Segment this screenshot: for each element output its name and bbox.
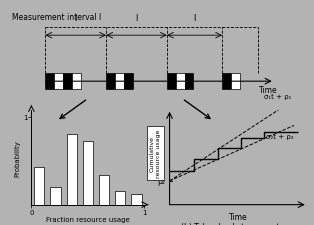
Text: Time: Time: [229, 212, 248, 221]
Bar: [115, 74, 124, 90]
Bar: [115, 191, 125, 205]
Bar: [54, 74, 63, 90]
Bar: [222, 74, 231, 90]
Bar: [176, 74, 185, 90]
Text: σ₂t + ρ₂: σ₂t + ρ₂: [266, 134, 294, 140]
Text: Measurement interval l: Measurement interval l: [12, 13, 101, 22]
Bar: [124, 74, 133, 90]
Text: Cumulative
resource usage: Cumulative resource usage: [150, 129, 161, 177]
Bar: [45, 74, 54, 90]
Bar: [167, 74, 176, 90]
Bar: [51, 187, 61, 205]
Bar: [83, 141, 93, 205]
Text: σ₁t + ρ₁: σ₁t + ρ₁: [264, 93, 291, 99]
Bar: [99, 175, 109, 205]
Y-axis label: Probability: Probability: [14, 139, 20, 176]
Text: l: l: [193, 14, 196, 23]
Text: l: l: [135, 14, 138, 23]
Text: ρ₂: ρ₂: [157, 177, 165, 186]
Bar: [132, 194, 142, 205]
Bar: [72, 74, 81, 90]
Text: ρ₁: ρ₁: [158, 167, 165, 176]
Bar: [185, 74, 193, 90]
Bar: [106, 74, 115, 90]
Text: l: l: [74, 14, 77, 23]
Bar: [67, 135, 77, 205]
Bar: [34, 167, 44, 205]
Text: (b) Token bucket parameters: (b) Token bucket parameters: [181, 222, 291, 225]
Text: Time: Time: [259, 86, 278, 95]
Bar: [231, 74, 240, 90]
X-axis label: Fraction resource usage: Fraction resource usage: [46, 216, 130, 222]
Bar: [63, 74, 72, 90]
